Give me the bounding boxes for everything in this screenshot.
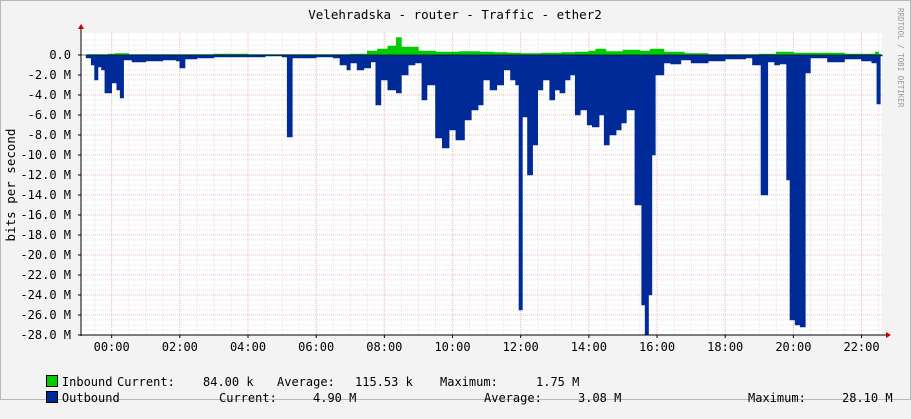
inbound-area — [87, 37, 881, 56]
legend-outbound-current-label: Current: — [219, 391, 277, 405]
chart-svg: 0.0 -2.0 M -4.0 M -6.0 M -8.0 M -10.0 M -12.0 … — [0, 0, 911, 400]
outbound-swatch-icon — [45, 391, 58, 403]
y-tick-label: -12.0 M — [20, 168, 71, 182]
y-axis-label: bits per second — [3, 129, 18, 242]
legend-outbound-average: 3.08 M — [578, 391, 622, 405]
y-tick-label: -4.0 M — [28, 88, 71, 102]
x-tick-label: 12:00 — [503, 340, 539, 354]
x-tick-label: 20:00 — [775, 340, 811, 354]
legend-inbound-maximum-label: Maximum: — [440, 375, 498, 389]
y-tick-label: -14.0 M — [20, 188, 71, 202]
rrdtool-watermark: RRDTOOL / TOBI OETIKER — [896, 8, 905, 108]
y-tick-label: -16.0 M — [20, 208, 71, 222]
y-tick-label: 0.0 — [49, 48, 71, 62]
y-tick-label: -20.0 M — [20, 248, 71, 262]
y-tick-label: -8.0 M — [28, 128, 71, 142]
x-tick-label: 22:00 — [843, 340, 879, 354]
x-tick-label: 18:00 — [707, 340, 743, 354]
legend-inbound-name: Inbound — [61, 375, 113, 389]
legend-outbound-maximum-label: Maximum: — [748, 391, 806, 405]
x-tick-label: 16:00 — [639, 340, 675, 354]
legend-inbound-average-label: Average: — [277, 375, 335, 389]
x-tick-label: 08:00 — [366, 340, 402, 354]
y-axis-arrow-icon — [78, 24, 84, 29]
legend-outbound-name: Outbound — [61, 391, 120, 405]
legend-inbound-current-label: Current: — [117, 375, 175, 389]
legend-inbound-maximum: 1.75 M — [536, 375, 580, 389]
y-tick-label: -10.0 M — [20, 148, 71, 162]
x-tick-label: 06:00 — [298, 340, 334, 354]
y-tick-label: -28.0 M — [20, 328, 71, 342]
y-tick-label: -6.0 M — [28, 108, 71, 122]
y-tick-label: -18.0 M — [20, 228, 71, 242]
y-tick-label: -24.0 M — [20, 288, 71, 302]
legend-outbound: Outbound Current: 4.90 M Average: 3.08 M Maxi… — [17, 377, 893, 419]
legend-inbound: Inbound Current: 84.00 k Average: 115.53 k Ma… — [17, 361, 579, 403]
y-tick-label: -2.0 M — [28, 68, 71, 82]
x-tick-label: 10:00 — [434, 340, 470, 354]
legend-outbound-average-label: Average: — [484, 391, 542, 405]
legend-outbound-maximum: 28.10 M — [842, 391, 893, 405]
legend-outbound-current: 4.90 M — [313, 391, 357, 405]
legend-inbound-average: 115.53 k — [355, 375, 413, 389]
outbound-area — [85, 54, 883, 336]
traffic-graph: 0.0 -2.0 M -4.0 M -6.0 M -8.0 M -10.0 M -12.0 … — [0, 0, 911, 405]
y-tick-label: -22.0 M — [20, 268, 71, 282]
x-axis-arrow-icon — [886, 332, 891, 338]
x-tick-label: 02:00 — [162, 340, 198, 354]
legend-inbound-current: 84.00 k — [203, 375, 254, 389]
chart-title: Velehradska - router - Traffic - ether2 — [308, 7, 602, 22]
y-tick-label: -26.0 M — [20, 308, 71, 322]
inbound-swatch-icon — [45, 375, 58, 387]
x-tick-label: 00:00 — [94, 340, 130, 354]
x-tick-label: 14:00 — [571, 340, 607, 354]
x-tick-label: 04:00 — [230, 340, 266, 354]
